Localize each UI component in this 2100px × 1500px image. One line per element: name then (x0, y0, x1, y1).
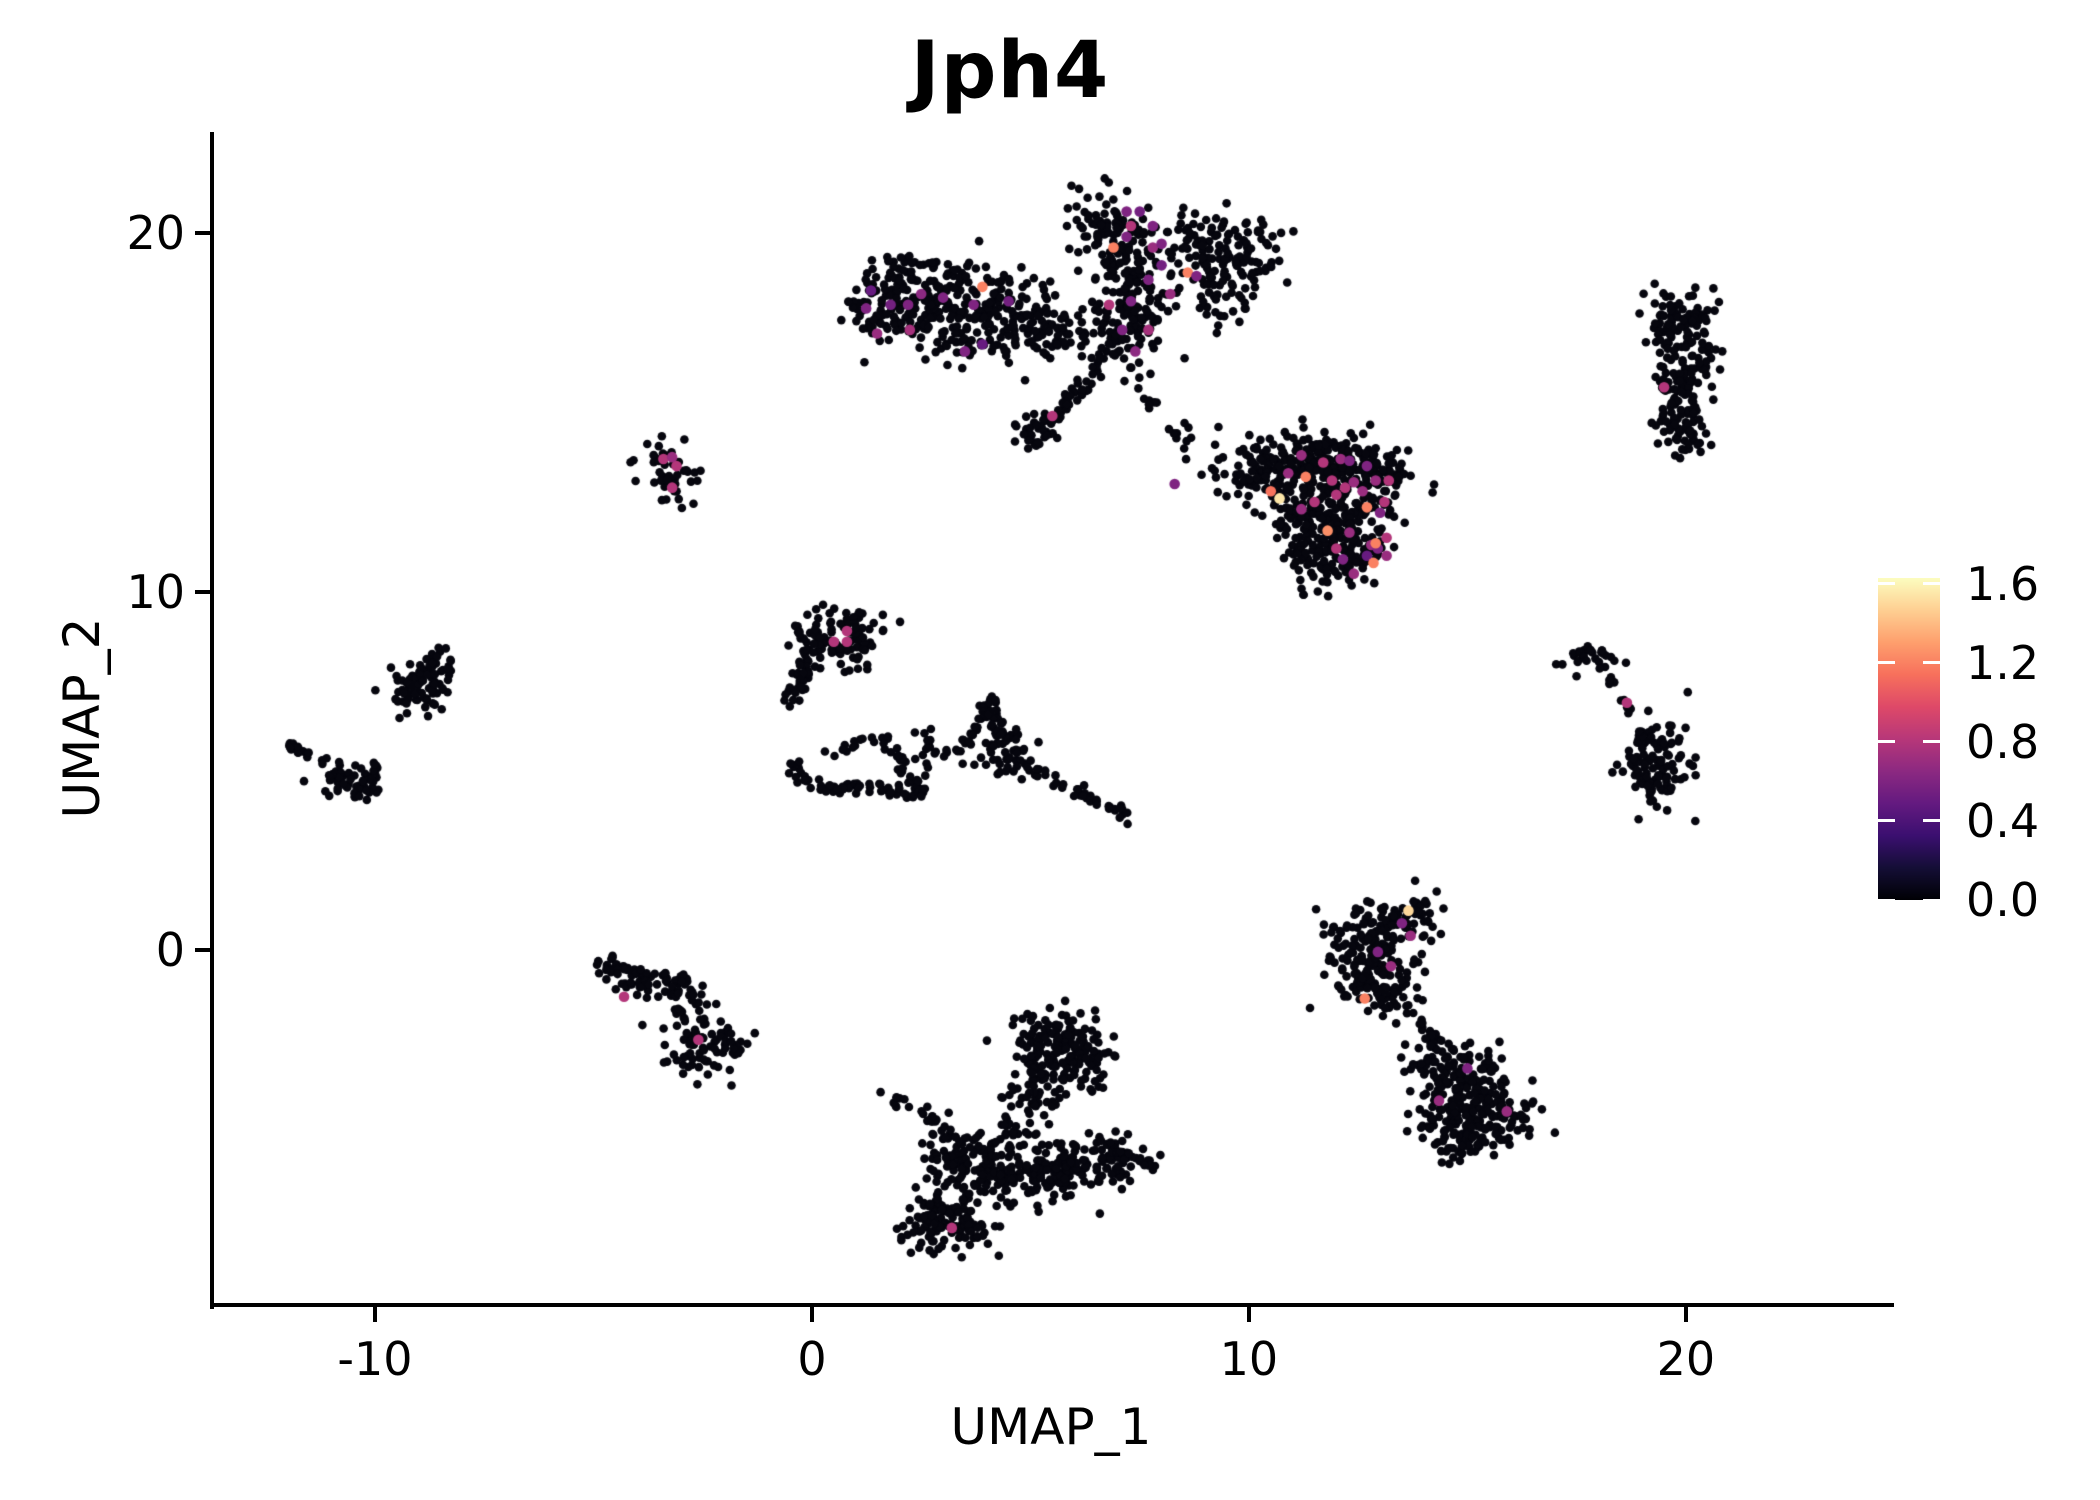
x-tick (809, 1307, 814, 1322)
colorbar-tick (1878, 582, 1895, 586)
y-axis-line (210, 132, 214, 1309)
colorbar-tick-label: 1.2 (1966, 635, 2040, 690)
colorbar-gradient (1878, 578, 1940, 900)
x-tick (1683, 1307, 1688, 1322)
y-axis-title: UMAP_2 (53, 617, 111, 819)
colorbar-tick (1923, 661, 1940, 665)
y-tick (195, 948, 210, 953)
y-tick (195, 231, 210, 236)
y-tick-label: 10 (126, 564, 185, 619)
expression-colorbar (1878, 578, 1940, 902)
y-tick-label: 0 (155, 923, 185, 978)
colorbar-tick (1878, 898, 1895, 902)
colorbar-tick-label: 0.0 (1966, 873, 2040, 927)
colorbar-tick (1923, 898, 1940, 902)
colorbar-tick (1878, 661, 1895, 665)
x-tick (372, 1307, 377, 1322)
colorbar-tick-label: 1.6 (1966, 556, 2040, 611)
colorbar-tick (1923, 582, 1940, 586)
y-tick (195, 589, 210, 594)
x-tick (1246, 1307, 1251, 1322)
x-tick-label: 0 (797, 1332, 827, 1386)
y-tick-label: 20 (126, 206, 185, 261)
x-tick-label: 10 (1219, 1332, 1279, 1386)
colorbar-tick (1923, 740, 1940, 744)
x-axis-title: UMAP_1 (950, 1398, 1152, 1456)
plot-title: Jph4 (910, 26, 1110, 116)
colorbar-tick (1878, 819, 1895, 823)
x-tick-label: -10 (337, 1332, 413, 1386)
colorbar-tick (1878, 740, 1895, 744)
x-tick-label: 20 (1656, 1332, 1716, 1386)
colorbar-tick-label: 0.4 (1966, 793, 2040, 848)
x-axis-line (210, 1303, 1894, 1307)
colorbar-tick-label: 0.8 (1966, 714, 2040, 769)
colorbar-tick (1923, 819, 1940, 823)
